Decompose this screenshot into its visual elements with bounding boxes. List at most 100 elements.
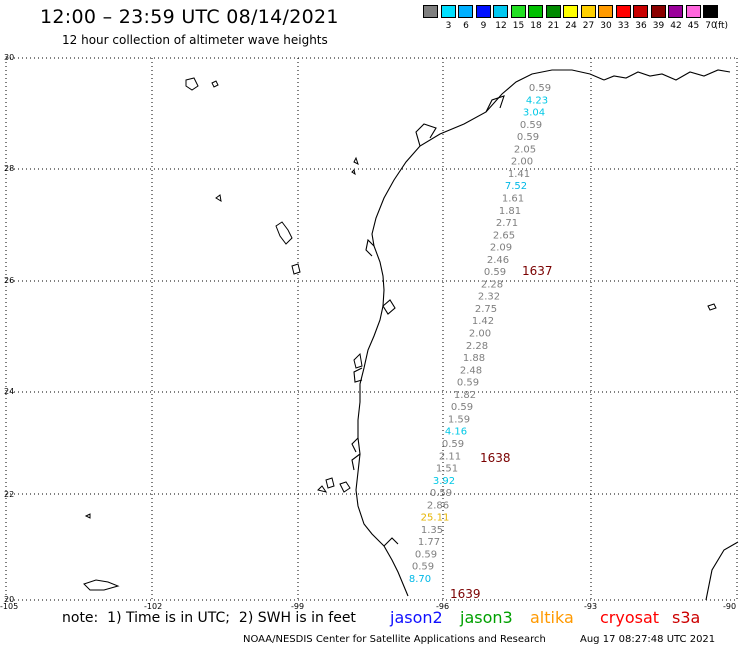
wave-height-value: 1.59 bbox=[448, 414, 470, 425]
map-title: 12:00 – 23:59 UTC 08/14/2021 bbox=[40, 6, 339, 28]
wave-height-value: 1.77 bbox=[418, 537, 440, 548]
legend-unit: (ft) bbox=[714, 21, 729, 31]
legend-label: 24 bbox=[565, 21, 577, 31]
legend-label: 15 bbox=[512, 21, 525, 31]
altimeter-track: 0.594.233.040.590.592.052.001.417.521.61… bbox=[409, 83, 551, 585]
wave-height-value: 2.86 bbox=[427, 500, 449, 511]
legend-swatch bbox=[668, 5, 683, 18]
legend-label: 18 bbox=[530, 21, 542, 31]
legend-swatch bbox=[633, 5, 648, 18]
wave-height-value: 2.28 bbox=[466, 341, 488, 352]
generated-timestamp: Aug 17 08:27:48 UTC 2021 bbox=[580, 634, 716, 645]
lat-label: 22 bbox=[4, 490, 14, 499]
lon-label: -102 bbox=[144, 602, 162, 610]
lat-label: 26 bbox=[4, 276, 14, 285]
wave-height-value: 3.92 bbox=[433, 476, 455, 487]
wave-height-value: 1.42 bbox=[472, 316, 494, 327]
wave-height-value: 1.35 bbox=[421, 525, 443, 536]
legend-swatch bbox=[563, 5, 578, 18]
legend-swatch bbox=[475, 5, 491, 18]
wave-height-value: 4.16 bbox=[445, 427, 467, 438]
legend-swatch bbox=[423, 5, 438, 18]
legend-label: 9 bbox=[480, 21, 487, 31]
wave-height-value: 3.04 bbox=[523, 108, 545, 119]
wave-height-value: 2.65 bbox=[493, 230, 515, 241]
wave-height-value: 0.59 bbox=[430, 488, 452, 499]
lon-label: -90 bbox=[723, 602, 736, 610]
legend-swatch bbox=[545, 5, 561, 18]
pass-number-label: 1639 bbox=[450, 587, 481, 601]
wave-height-value: 0.59 bbox=[442, 439, 464, 450]
wave-height-value: 2.00 bbox=[511, 157, 533, 168]
lon-label: -105 bbox=[0, 602, 18, 610]
legend-swatch bbox=[615, 5, 631, 18]
map-subtitle: 12 hour collection of altimeter wave hei… bbox=[62, 33, 328, 47]
wave-height-value: 7.52 bbox=[505, 181, 527, 192]
wave-height-value: 0.59 bbox=[457, 378, 479, 389]
wave-height-value: 2.09 bbox=[490, 243, 512, 254]
wave-height-value: 0.59 bbox=[412, 562, 434, 573]
lon-label: -99 bbox=[291, 602, 304, 610]
wave-height-value: 2.11 bbox=[439, 451, 461, 462]
coastline bbox=[351, 69, 739, 601]
altimeter-map: 30 28 26 24 22 20 -105 -102 -99 -96 -93 … bbox=[0, 53, 739, 610]
satellite-legend-altika: altika bbox=[530, 608, 574, 627]
wave-height-value: 2.46 bbox=[487, 255, 509, 266]
legend-swatch bbox=[703, 5, 718, 18]
pass-number-label: 1637 bbox=[522, 264, 553, 278]
wave-height-value: 1.81 bbox=[499, 206, 521, 217]
legend-label: 27 bbox=[582, 21, 595, 31]
lat-label: 30 bbox=[4, 53, 14, 62]
wave-height-value: 1.51 bbox=[436, 464, 458, 475]
legend-swatch bbox=[440, 5, 456, 18]
wave-height-value: 2.75 bbox=[475, 304, 497, 315]
legend-label: 21 bbox=[547, 21, 560, 31]
wave-height-value: 1.88 bbox=[463, 353, 485, 364]
wave-height-value: 2.28 bbox=[481, 279, 503, 290]
wave-height-value: 2.05 bbox=[514, 144, 536, 155]
wave-height-value: 0.59 bbox=[484, 267, 506, 278]
legend-label: 33 bbox=[617, 21, 630, 31]
axis-labels: 30 28 26 24 22 20 -105 -102 -99 -96 -93 … bbox=[0, 53, 736, 610]
wave-height-value: 1.82 bbox=[454, 390, 476, 401]
lat-label: 28 bbox=[4, 164, 14, 173]
lat-label: 24 bbox=[4, 387, 14, 396]
wave-height-value: 1.41 bbox=[508, 169, 530, 180]
wave-height-value: 2.32 bbox=[478, 292, 500, 303]
wave-height-value: 4.23 bbox=[526, 95, 548, 106]
legend-swatch bbox=[458, 5, 473, 18]
legend-label: 39 bbox=[652, 21, 665, 31]
wave-height-value: 2.00 bbox=[469, 329, 491, 340]
legend-swatch bbox=[528, 5, 543, 18]
satellite-legend-jason2: jason2 bbox=[390, 608, 443, 627]
wave-height-value: 0.59 bbox=[520, 120, 542, 131]
legend-swatch bbox=[510, 5, 526, 18]
legend-label: 36 bbox=[635, 21, 647, 31]
wave-height-value: 1.61 bbox=[502, 194, 524, 205]
color-legend: 3 6 9 12 15 18 21 24 27 30 33 36 39 42 45 70 (ft) bbox=[423, 5, 739, 35]
satellite-legend-jason3: jason3 bbox=[460, 608, 513, 627]
legend-swatch bbox=[598, 5, 613, 18]
legend-label: 6 bbox=[463, 21, 469, 31]
legend-label: 45 bbox=[687, 21, 700, 31]
legend-label: 3 bbox=[445, 21, 452, 31]
satellite-legend-cryosat: cryosat bbox=[600, 608, 660, 627]
lon-label: -93 bbox=[584, 602, 597, 610]
wave-height-value: 25.11 bbox=[421, 513, 450, 524]
satellite-legend-s3a: s3a bbox=[672, 608, 701, 627]
legend-swatch bbox=[580, 5, 596, 18]
wave-height-value: 2.71 bbox=[496, 218, 518, 229]
islands bbox=[83, 77, 717, 591]
wave-height-value: 0.59 bbox=[451, 402, 473, 413]
lon-label: -96 bbox=[436, 602, 449, 610]
wave-height-value: 0.59 bbox=[415, 549, 437, 560]
pass-labels: 1637 1638 1639 bbox=[450, 264, 553, 601]
wave-height-value: 0.59 bbox=[517, 132, 539, 143]
graticule bbox=[5, 57, 738, 601]
legend-label: 12 bbox=[495, 21, 507, 31]
legend-swatch bbox=[493, 5, 508, 18]
footer-note: note: 1) Time is in UTC; 2) SWH is in fe… bbox=[62, 610, 356, 626]
pass-number-label: 1638 bbox=[480, 451, 511, 465]
wave-height-value: 2.48 bbox=[460, 365, 482, 376]
wave-height-value: 8.70 bbox=[409, 574, 431, 585]
